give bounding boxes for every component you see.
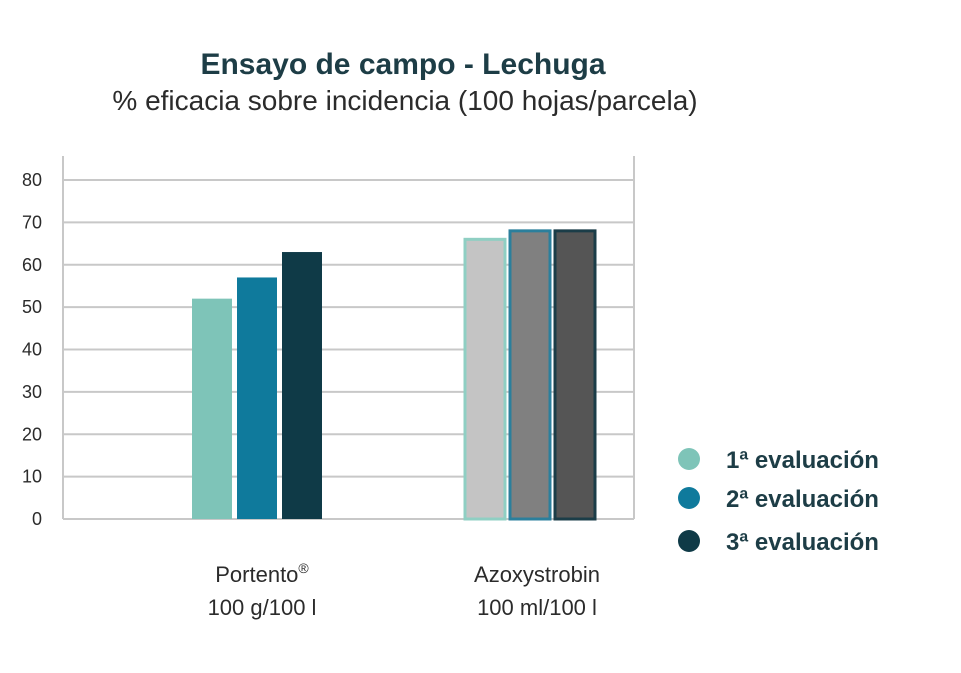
legend-marker-3 [678, 530, 700, 552]
category-name: Azoxystrobin [474, 562, 600, 587]
chart-subtitle: % eficacia sobre incidencia (100 hojas/p… [112, 85, 697, 116]
category-dose: 100 ml/100 l [477, 595, 597, 620]
y-tick-label: 0 [32, 509, 42, 529]
legend-label-1: 1ª evaluación [726, 447, 879, 474]
category-label: Portento® [215, 560, 309, 587]
y-tick-label: 10 [22, 467, 42, 487]
bar-1-1 [192, 298, 232, 519]
legend-label-2: 2ª evaluación [726, 486, 879, 513]
y-tick-label: 70 [22, 212, 42, 232]
category-labels: Portento® 100 g/100 l Azoxystrobin 100 ml/1… [208, 560, 600, 620]
y-tick-label: 40 [22, 340, 42, 360]
y-tick-label: 80 [22, 170, 42, 190]
legend-marker-2 [678, 487, 700, 509]
bar-2-1 [463, 237, 507, 521]
y-tick-label: 20 [22, 424, 42, 444]
category-label: Azoxystrobin [474, 562, 600, 587]
legend-marker-1 [678, 448, 700, 470]
bar-2-3 [553, 229, 597, 521]
bar-1-3 [282, 252, 322, 519]
y-tick-label: 30 [22, 382, 42, 402]
y-axis: 0 10 20 30 40 50 60 70 80 [22, 170, 42, 529]
category-dose: 100 g/100 l [208, 595, 317, 620]
bar-2-2 [508, 229, 552, 521]
registered-mark: ® [298, 560, 309, 576]
gridlines [62, 156, 635, 520]
bar-1-2 [237, 277, 277, 519]
category-name: Portento [215, 562, 298, 587]
y-tick-label: 60 [22, 255, 42, 275]
legend: 1ª evaluación 2ª evaluación 3ª evaluación [678, 447, 879, 556]
chart-title: Ensayo de campo - Lechuga [200, 48, 605, 81]
legend-label-3: 3ª evaluación [726, 529, 879, 556]
bars [192, 229, 597, 521]
y-tick-label: 50 [22, 297, 42, 317]
